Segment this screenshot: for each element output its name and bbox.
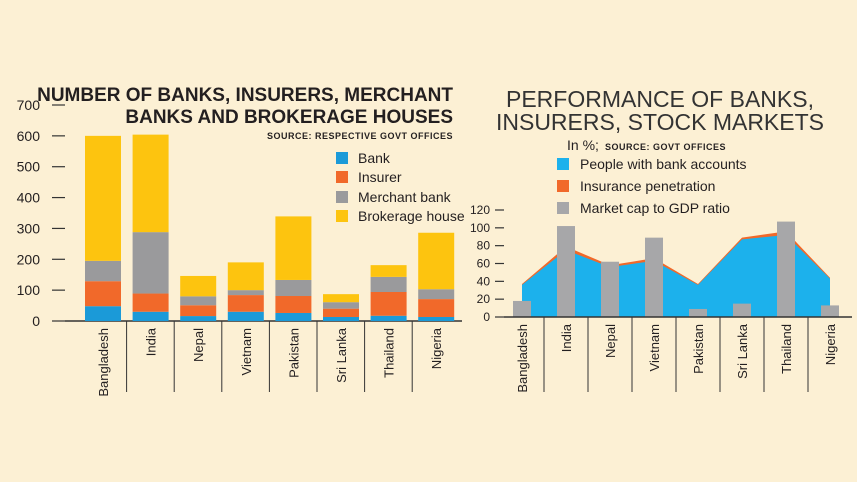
legend-label: Insurer	[358, 169, 402, 185]
bar-insurer	[323, 308, 359, 317]
bar-bank	[132, 311, 169, 321]
left-title-line-2: BANKS AND BROKERAGE HOUSES	[125, 107, 453, 128]
bar-bank	[323, 316, 359, 321]
bar-insurer	[227, 295, 264, 312]
y-tick-label: 20	[477, 292, 491, 306]
category-label: Nepal	[191, 328, 206, 362]
bar-market-cap-to-gdp	[733, 303, 751, 317]
bar-market-cap-to-gdp	[777, 221, 795, 317]
bar-bank	[370, 315, 407, 321]
category-label: Thailand	[382, 328, 397, 378]
bar-insurer	[180, 305, 217, 317]
bar-market-cap-to-gdp	[645, 237, 663, 317]
bar-merchant-bank	[418, 289, 455, 300]
bar-bank	[227, 311, 264, 321]
bar-merchant-bank	[323, 302, 359, 309]
y-tick-label: 0	[483, 310, 490, 324]
category-label: Vietnam	[647, 324, 662, 371]
legend-label: Insurance penetration	[580, 178, 715, 194]
legend-swatch-merchant-bank	[336, 191, 348, 203]
bar-brokerage-house	[132, 134, 169, 233]
category-label: India	[144, 327, 159, 356]
bar-insurer	[275, 296, 312, 313]
bar-market-cap-to-gdp	[821, 305, 839, 317]
legend-swatch-brokerage-house	[336, 210, 348, 222]
bar-insurer	[418, 299, 455, 317]
y-tick-label: 80	[477, 239, 491, 253]
category-label: Sri Lanka	[334, 327, 349, 383]
legend-swatch-insurer	[336, 171, 348, 183]
category-label: Pakistan	[691, 324, 706, 374]
y-tick-label: 300	[17, 220, 41, 236]
y-tick-label: 500	[17, 159, 41, 175]
right-source: SOURCE: GOVT OFFICES	[605, 142, 726, 152]
bar-merchant-bank	[85, 260, 121, 282]
right-title-line-2: INSURERS, STOCK MARKETS	[496, 109, 824, 135]
bar-brokerage-house	[275, 216, 312, 280]
bar-brokerage-house	[180, 275, 217, 297]
y-tick-label: 200	[17, 251, 41, 267]
legend-label: People with bank accounts	[580, 156, 747, 172]
y-tick-label: 0	[32, 313, 40, 329]
bar-brokerage-house	[227, 262, 264, 291]
left-title-line-1: NUMBER OF BANKS, INSURERS, MERCHANT	[37, 85, 453, 106]
bar-merchant-bank	[227, 290, 264, 296]
bar-market-cap-to-gdp	[513, 300, 531, 317]
left-chart: NUMBER OF BANKS, INSURERS, MERCHANT BANK…	[17, 85, 465, 397]
left-source: SOURCE: RESPECTIVE GOVT OFFICES	[267, 131, 453, 141]
category-label: Bangladesh	[515, 324, 530, 393]
bar-bank	[418, 316, 455, 321]
right-unit: In %;	[567, 137, 599, 153]
bar-insurer	[85, 281, 121, 307]
legend-swatch-market-cap-to-gdp-ratio	[557, 202, 569, 214]
category-label: Thailand	[779, 324, 794, 374]
bar-market-cap-to-gdp	[689, 308, 707, 317]
category-label: India	[559, 323, 574, 352]
category-label: Vietnam	[239, 328, 254, 375]
bar-merchant-bank	[180, 296, 217, 306]
legend-label: Market cap to GDP ratio	[580, 200, 730, 216]
legend-swatch-bank	[336, 152, 348, 164]
legend-swatch-insurance-penetration	[557, 180, 569, 192]
legend-label: Bank	[358, 150, 391, 166]
bar-brokerage-house	[418, 232, 455, 290]
category-label: Bangladesh	[96, 328, 111, 397]
bar-bank	[180, 316, 217, 321]
bar-merchant-bank	[132, 232, 169, 294]
bar-brokerage-house	[85, 135, 121, 261]
bar-brokerage-house	[370, 265, 407, 277]
y-tick-label: 700	[17, 97, 41, 113]
category-label: Nigeria	[429, 327, 444, 369]
bar-market-cap-to-gdp	[557, 226, 575, 317]
y-tick-label: 120	[470, 203, 490, 217]
bar-bank	[275, 312, 312, 321]
y-tick-label: 100	[17, 282, 41, 298]
category-label: Sri Lanka	[735, 323, 750, 379]
right-title-line-1: PERFORMANCE OF BANKS,	[506, 86, 814, 112]
legend-swatch-people-with-bank-accounts	[557, 158, 569, 170]
category-label: Pakistan	[286, 328, 301, 378]
right-chart: PERFORMANCE OF BANKS, INSURERS, STOCK MA…	[470, 86, 852, 393]
y-tick-label: 40	[477, 274, 491, 288]
bar-insurer	[370, 291, 407, 316]
bar-market-cap-to-gdp	[601, 261, 619, 317]
y-tick-label: 60	[477, 257, 491, 271]
area-people-with-bank-accounts	[522, 234, 830, 317]
y-tick-label: 600	[17, 128, 41, 144]
category-label: Nepal	[603, 324, 618, 358]
legend-label: Brokerage house	[358, 208, 465, 224]
legend-label: Merchant bank	[358, 189, 452, 205]
bar-merchant-bank	[370, 276, 407, 292]
bar-brokerage-house	[323, 294, 359, 303]
bar-insurer	[132, 293, 169, 312]
bar-bank	[85, 306, 121, 321]
category-label: Nigeria	[823, 323, 838, 365]
y-tick-label: 100	[470, 221, 490, 235]
bar-merchant-bank	[275, 279, 312, 297]
y-tick-label: 400	[17, 190, 41, 206]
